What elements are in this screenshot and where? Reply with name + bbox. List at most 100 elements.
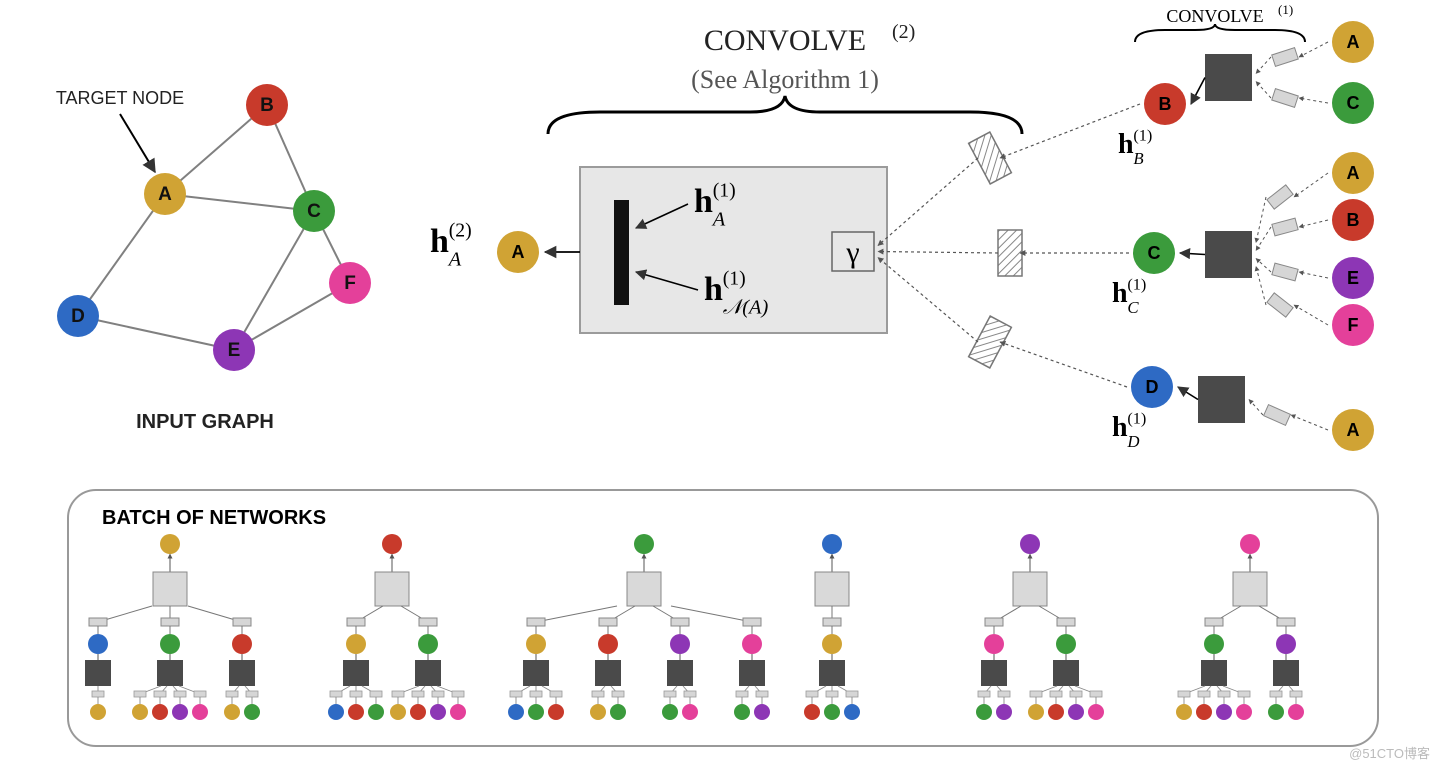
tree-box-l2: [739, 660, 765, 686]
tree-leaf: [224, 704, 240, 720]
mini-hatch: [1272, 263, 1298, 281]
mini-hatch: [1267, 185, 1293, 209]
svg-text:h: h: [694, 183, 713, 220]
cluster-input-label: A: [1347, 420, 1360, 440]
tree-mini2: [412, 691, 424, 697]
tree-child: [232, 634, 252, 654]
watermark: @51CTO博客: [1349, 746, 1430, 761]
mini-to-box: [1249, 400, 1263, 416]
tree-leaf: [1268, 704, 1284, 720]
tree-box-l2: [85, 660, 111, 686]
tree-mini2: [92, 691, 104, 697]
tree-child: [346, 634, 366, 654]
cluster-input-label: F: [1348, 315, 1359, 335]
tree-box-l2: [667, 660, 693, 686]
svg-text:𝒩(A): 𝒩(A): [723, 297, 769, 319]
input-to-mini: [1294, 173, 1328, 197]
tree-mini2: [550, 691, 562, 697]
tree-mini: [985, 618, 1003, 626]
tree-mini2: [452, 691, 464, 697]
hatch-box: [969, 316, 1012, 368]
target-arrow: [120, 114, 155, 172]
tree-mini2: [756, 691, 768, 697]
tree-leaf: [976, 704, 992, 720]
tree-box-l1: [153, 572, 187, 606]
graph-node-label: B: [260, 95, 274, 116]
tree-leaf: [590, 704, 606, 720]
math-hA2: h(2)A: [430, 220, 472, 271]
tree-mini2: [664, 691, 676, 697]
tree-leaf: [1048, 704, 1064, 720]
tree-leaf: [844, 704, 860, 720]
tree-mini2: [194, 691, 206, 697]
graph-node-label: A: [158, 184, 172, 205]
tree-root: [822, 534, 842, 554]
tree-mini: [1057, 618, 1075, 626]
tree-mini2: [246, 691, 258, 697]
tree-leaf: [410, 704, 426, 720]
cluster-to-hatch: [1000, 342, 1127, 387]
svg-text:A: A: [711, 209, 726, 231]
input-to-mini: [1299, 42, 1328, 57]
convolve1-sup: (1): [1278, 2, 1293, 17]
tree-mini2: [1290, 691, 1302, 697]
tree-box-l2: [595, 660, 621, 686]
tree-box-l2: [343, 660, 369, 686]
tree-leaf: [1088, 704, 1104, 720]
hatch-to-gamma: [878, 252, 998, 254]
tree-child: [526, 634, 546, 654]
tree-leaf: [368, 704, 384, 720]
tree-mini: [671, 618, 689, 626]
tree-box-l2: [523, 660, 549, 686]
math-hD1: h(1)D: [1112, 409, 1146, 451]
tree-leaf: [734, 704, 750, 720]
tree-leaf: [824, 704, 840, 720]
hatch-box: [998, 230, 1022, 276]
tree-mini2: [1198, 691, 1210, 697]
tree-child: [984, 634, 1004, 654]
tree-leaf: [662, 704, 678, 720]
tree-leaf: [1068, 704, 1084, 720]
brace-large: [548, 96, 1022, 134]
tree-leaf: [192, 704, 208, 720]
svg-text:D: D: [1126, 432, 1139, 451]
tree-child: [160, 634, 180, 654]
tree-mini2: [226, 691, 238, 697]
box-to-out: [1180, 253, 1205, 255]
tree-child: [88, 634, 108, 654]
tree-mini2: [1178, 691, 1190, 697]
hatch-to-gamma: [878, 258, 978, 343]
tree-mini2: [530, 691, 542, 697]
convolve2-label: CONVOLVE: [704, 24, 866, 57]
tree-leaf: [244, 704, 260, 720]
tree-leaf: [1236, 704, 1252, 720]
tree-mini: [1205, 618, 1223, 626]
tree-child: [418, 634, 438, 654]
svg-text:h: h: [1112, 412, 1128, 443]
tree-child: [742, 634, 762, 654]
tree-mini: [823, 618, 841, 626]
tree-leaf: [1196, 704, 1212, 720]
mini-to-box: [1256, 259, 1271, 273]
tree-mini2: [134, 691, 146, 697]
tree-leaf: [328, 704, 344, 720]
tree-root: [160, 534, 180, 554]
graph-edge: [78, 316, 234, 350]
mini-hatch: [1264, 405, 1291, 426]
tree-leaf: [90, 704, 106, 720]
mini-hatch: [1267, 293, 1293, 317]
tree-leaf: [548, 704, 564, 720]
tree-mini: [1277, 618, 1295, 626]
tree-leaf: [430, 704, 446, 720]
tree-mini: [743, 618, 761, 626]
tree-root: [1020, 534, 1040, 554]
tree-mini2: [432, 691, 444, 697]
tree-box-l2: [415, 660, 441, 686]
input-graph-label: INPUT GRAPH: [136, 411, 274, 433]
tree-mini2: [998, 691, 1010, 697]
graph-node-label: C: [307, 201, 321, 222]
tree-child: [1276, 634, 1296, 654]
cluster-out-label: D: [1146, 377, 1159, 397]
graph-edge: [234, 211, 314, 350]
tree-mini: [599, 618, 617, 626]
